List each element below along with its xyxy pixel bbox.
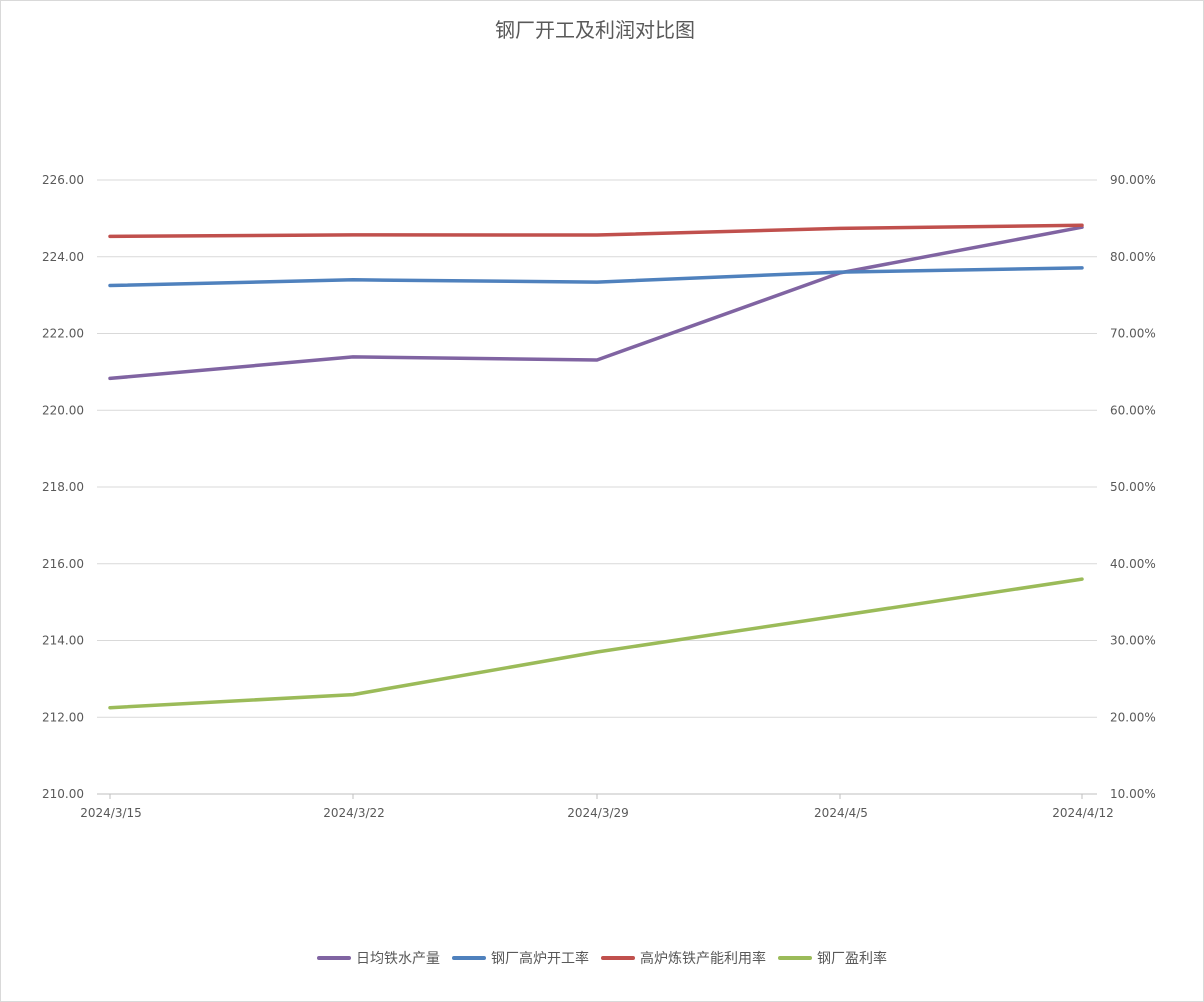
- x-axis-tick-label: 2024/4/5: [814, 806, 868, 820]
- legend-item: 日均铁水产量: [317, 948, 440, 968]
- left-axis-tick-label: 220.00: [42, 403, 84, 417]
- legend-swatch: [601, 956, 635, 960]
- legend-label: 钢厂盈利率: [817, 951, 887, 967]
- chart-title: 钢厂开工及利润对比图: [495, 18, 695, 42]
- right-axis-tick-label: 90.00%: [1110, 173, 1156, 187]
- series-line-2: [108, 266, 1084, 288]
- x-axis-tick-label: 2024/3/22: [323, 806, 385, 820]
- series-line-3: [108, 223, 1084, 239]
- left-axis-tick-label: 218.00: [42, 480, 84, 494]
- legend-label: 钢厂高炉开工率: [491, 951, 589, 967]
- left-axis-tick-label: 222.00: [42, 327, 84, 341]
- legend-swatch: [317, 956, 351, 960]
- right-axis-tick-label: 70.00%: [1110, 327, 1156, 341]
- right-axis-tick-label: 40.00%: [1110, 557, 1156, 571]
- right-axis-tick-label: 20.00%: [1110, 710, 1156, 724]
- right-axis-tick-label: 10.00%: [1110, 787, 1156, 801]
- right-axis-tick-label: 80.00%: [1110, 250, 1156, 264]
- left-axis-tick-label: 214.00: [42, 634, 84, 648]
- right-axis-tick-label: 30.00%: [1110, 634, 1156, 648]
- legend-label: 日均铁水产量: [356, 951, 440, 967]
- left-axis-tick-label: 210.00: [42, 787, 84, 801]
- x-axis-tick-label: 2024/4/12: [1052, 806, 1114, 820]
- chart-legend: 日均铁水产量 钢厂高炉开工率 高炉炼铁产能利用率 钢厂盈利率: [0, 948, 1204, 968]
- left-axis-tick-label: 226.00: [42, 173, 84, 187]
- left-axis-tick-label: 224.00: [42, 250, 84, 264]
- x-axis-tick-label: 2024/3/29: [567, 806, 629, 820]
- legend-item: 钢厂盈利率: [778, 948, 887, 968]
- series-line-1: [108, 225, 1084, 381]
- series-line-4: [108, 577, 1084, 710]
- right-axis-tick-label: 50.00%: [1110, 480, 1156, 494]
- left-axis-tick-label: 212.00: [42, 710, 84, 724]
- legend-item: 高炉炼铁产能利用率: [601, 948, 766, 968]
- legend-item: 钢厂高炉开工率: [452, 948, 589, 968]
- right-axis-tick-label: 60.00%: [1110, 403, 1156, 417]
- x-axis-tick-label: 2024/3/15: [80, 806, 142, 820]
- legend-swatch: [452, 956, 486, 960]
- left-axis-tick-label: 216.00: [42, 557, 84, 571]
- legend-label: 高炉炼铁产能利用率: [640, 951, 766, 967]
- legend-swatch: [778, 956, 812, 960]
